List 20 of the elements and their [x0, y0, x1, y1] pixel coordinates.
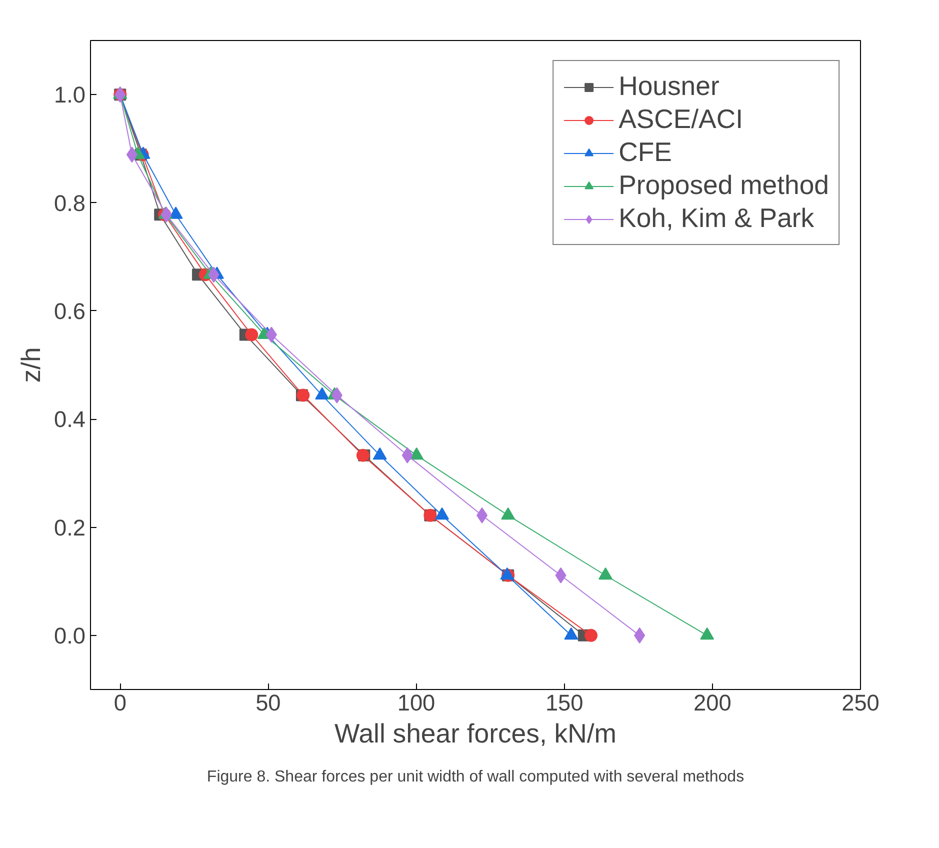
- legend-label: Housner: [618, 71, 720, 102]
- x-tick-label: 0: [114, 690, 126, 716]
- legend-label: CFE: [618, 137, 672, 168]
- x-tick-label: 50: [256, 690, 281, 716]
- y-axis-title: z/h: [16, 347, 46, 383]
- y-tick-label: 0.4: [54, 406, 86, 432]
- x-axis-title: Wall shear forces, kN/m: [334, 718, 616, 748]
- x-tick-label: 150: [545, 690, 584, 716]
- legend-label: Proposed method: [618, 170, 829, 201]
- y-tick-label: 1.0: [54, 82, 86, 108]
- caption: Figure 8. Shear forces per unit width of wall computed with several methods: [206, 768, 744, 786]
- y-tick-label: 0.2: [54, 514, 86, 540]
- legend-label: ASCE/ACI: [618, 104, 743, 135]
- legend-label: Koh, Kim & Park: [618, 203, 814, 234]
- y-tick-label: 0.0: [54, 622, 86, 648]
- x-tick-label: 200: [694, 690, 732, 716]
- x-tick-label: 100: [397, 690, 436, 716]
- y-tick-label: 0.6: [54, 298, 86, 324]
- x-tick-label: 250: [842, 690, 880, 716]
- y-tick-label: 0.8: [54, 190, 86, 216]
